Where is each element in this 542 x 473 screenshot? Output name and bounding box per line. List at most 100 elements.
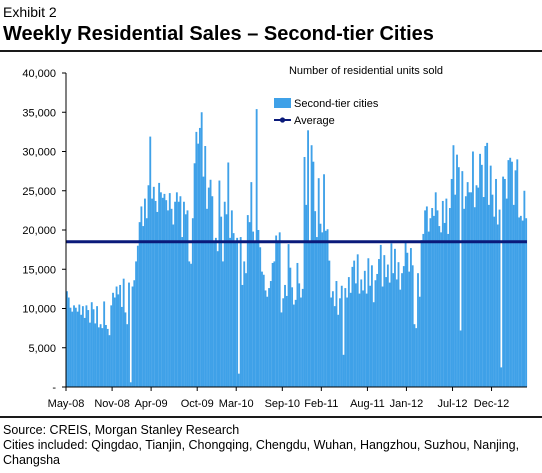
bar-week-44 bbox=[142, 226, 145, 387]
bar-week-124 bbox=[284, 284, 286, 387]
bar-week-10 bbox=[81, 306, 84, 387]
bar-week-206 bbox=[429, 218, 432, 387]
bar-week-129 bbox=[292, 304, 295, 387]
y-tick-label: 40,000 bbox=[22, 68, 56, 80]
bar-week-259 bbox=[523, 190, 526, 387]
bar-week-237 bbox=[484, 146, 487, 387]
bar-week-150 bbox=[330, 297, 333, 387]
bar-week-112 bbox=[262, 274, 265, 387]
bar-week-54 bbox=[159, 192, 162, 387]
bar-week-250 bbox=[507, 160, 510, 387]
bar-week-198 bbox=[415, 328, 418, 388]
bar-week-101 bbox=[243, 261, 246, 387]
bar-week-192 bbox=[404, 241, 407, 387]
bar-week-56 bbox=[163, 193, 166, 387]
bar-week-34 bbox=[124, 312, 127, 387]
bar-week-59 bbox=[168, 193, 171, 387]
bar-week-58 bbox=[167, 210, 169, 388]
bar-week-194 bbox=[408, 271, 411, 387]
bar-week-20 bbox=[99, 324, 102, 387]
bar-week-60 bbox=[170, 208, 173, 387]
bar-week-193 bbox=[406, 252, 409, 387]
bar-week-226 bbox=[464, 196, 467, 387]
bar-week-236 bbox=[482, 197, 485, 387]
legend: Second-tier cities Average bbox=[274, 98, 379, 127]
bar-week-80 bbox=[206, 208, 208, 387]
bar-week-108 bbox=[255, 109, 258, 388]
legend-marker-average bbox=[279, 117, 286, 123]
bar-week-200 bbox=[418, 296, 421, 387]
bar-week-78 bbox=[202, 176, 205, 387]
bar-week-46 bbox=[145, 218, 148, 387]
bar-week-184 bbox=[390, 243, 393, 387]
bar-week-119 bbox=[275, 235, 278, 387]
bar-week-96 bbox=[234, 242, 237, 387]
bar-week-185 bbox=[392, 273, 395, 387]
bar-week-218 bbox=[450, 178, 453, 387]
bar-week-146 bbox=[323, 174, 325, 387]
x-tick-label: Mar-10 bbox=[219, 398, 254, 410]
bar-week-215 bbox=[445, 198, 448, 387]
bar-week-93 bbox=[229, 237, 231, 387]
bar-week-246 bbox=[500, 367, 503, 388]
bar-week-173 bbox=[370, 265, 373, 387]
bar-week-227 bbox=[466, 182, 469, 387]
bar-week-176 bbox=[376, 273, 379, 387]
bar-week-37 bbox=[129, 382, 132, 387]
bar-week-153 bbox=[335, 281, 338, 387]
bar-week-85 bbox=[214, 237, 217, 387]
bar-week-170 bbox=[365, 293, 368, 387]
bar-week-11 bbox=[83, 317, 86, 387]
bar-week-204 bbox=[425, 206, 428, 387]
bar-week-195 bbox=[409, 248, 412, 387]
bar-week-73 bbox=[193, 163, 196, 387]
bar-week-36 bbox=[128, 282, 130, 387]
bar-week-127 bbox=[289, 267, 292, 387]
bar-week-88 bbox=[220, 216, 223, 387]
bar-week-105 bbox=[250, 182, 253, 387]
bar-week-233 bbox=[477, 187, 480, 387]
y-tick-label: 30,000 bbox=[22, 147, 56, 159]
bar-week-50 bbox=[152, 186, 155, 387]
bar-week-6 bbox=[74, 307, 77, 387]
bar-week-158 bbox=[344, 288, 347, 387]
y-tick-label: 35,000 bbox=[22, 107, 56, 119]
bar-week-9 bbox=[80, 314, 83, 387]
bar-week-5 bbox=[73, 305, 75, 387]
bar-week-30 bbox=[117, 294, 120, 387]
bar-week-225 bbox=[463, 208, 466, 387]
bar-week-77 bbox=[200, 112, 203, 387]
y-tick-label: 15,000 bbox=[22, 264, 56, 276]
bar-week-18 bbox=[96, 306, 98, 387]
bar-week-241 bbox=[491, 194, 494, 387]
bar-week-125 bbox=[285, 295, 288, 387]
bar-week-24 bbox=[106, 328, 109, 387]
page-title: Weekly Residential Sales – Second-tier C… bbox=[3, 23, 434, 45]
x-axis: May-08 Nov-08 Apr-09 Oct-09 Mar-10 Sep-10 Feb-… bbox=[48, 386, 527, 410]
bar-week-31 bbox=[119, 284, 122, 387]
bar-week-103 bbox=[246, 215, 249, 387]
x-tick-label: Jul-12 bbox=[438, 398, 468, 410]
bar-week-7 bbox=[76, 311, 79, 387]
bar-week-140 bbox=[312, 161, 315, 387]
bar-week-3 bbox=[69, 307, 72, 387]
bar-week-162 bbox=[351, 266, 354, 387]
bar-week-39 bbox=[133, 280, 136, 387]
bar-week-16 bbox=[92, 309, 95, 387]
bar-week-229 bbox=[470, 192, 473, 387]
bar-week-27 bbox=[112, 292, 114, 387]
bar-week-137 bbox=[307, 130, 309, 387]
bar-week-260 bbox=[525, 218, 528, 387]
legend-label-average: Average bbox=[294, 115, 335, 127]
bar-week-98 bbox=[237, 373, 240, 387]
bar-week-95 bbox=[232, 233, 235, 387]
bar-week-81 bbox=[207, 187, 210, 387]
bar-week-97 bbox=[236, 237, 239, 387]
bar-week-197 bbox=[413, 324, 416, 387]
bar-week-202 bbox=[422, 233, 425, 387]
bar-week-52 bbox=[156, 211, 159, 387]
bar-week-174 bbox=[372, 302, 375, 387]
bar-week-258 bbox=[521, 220, 524, 387]
y-axis: - 5,000 10,000 15,000 20,000 25,000 30,000 35,0… bbox=[22, 68, 67, 394]
bar-week-57 bbox=[165, 200, 168, 387]
